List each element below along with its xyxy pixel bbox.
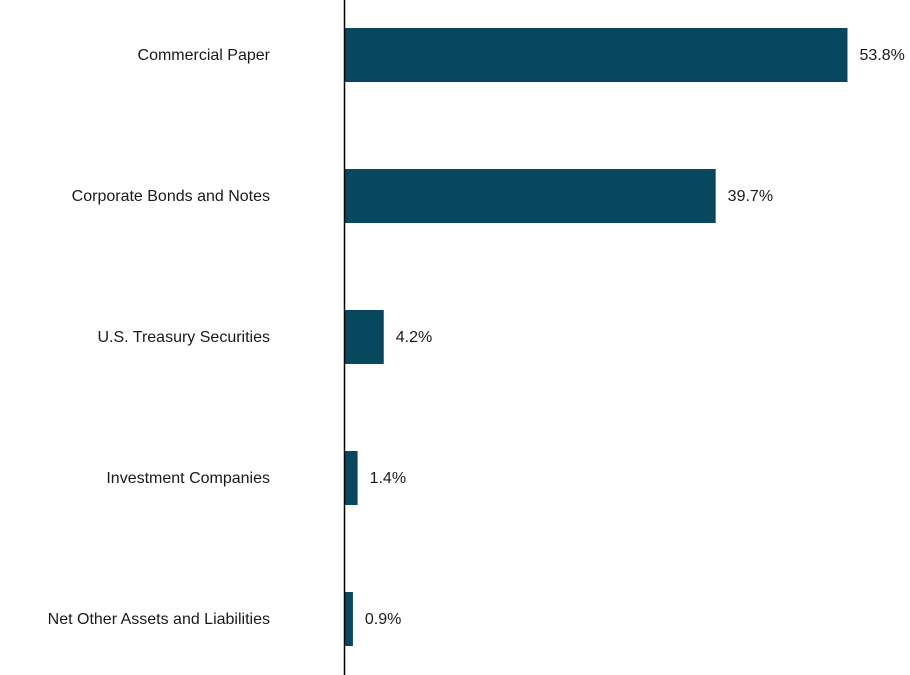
bar	[344, 169, 716, 223]
category-label: Investment Companies	[106, 470, 270, 487]
bars-layer	[344, 28, 848, 646]
category-label: Net Other Assets and Liabilities	[48, 611, 270, 628]
bar	[344, 451, 358, 505]
labels-layer: Commercial Paper 53.8% Corporate Bonds and…	[48, 47, 905, 628]
bar	[344, 28, 848, 82]
value-label: 4.2%	[396, 329, 432, 346]
category-label: U.S. Treasury Securities	[98, 329, 271, 346]
category-label: Commercial Paper	[138, 47, 271, 64]
value-label: 53.8%	[860, 47, 905, 64]
bar	[344, 592, 353, 646]
bar	[344, 310, 384, 364]
category-label: Corporate Bonds and Notes	[72, 188, 270, 205]
value-label: 1.4%	[370, 470, 406, 487]
value-label: 39.7%	[728, 188, 773, 205]
value-label: 0.9%	[365, 611, 401, 628]
